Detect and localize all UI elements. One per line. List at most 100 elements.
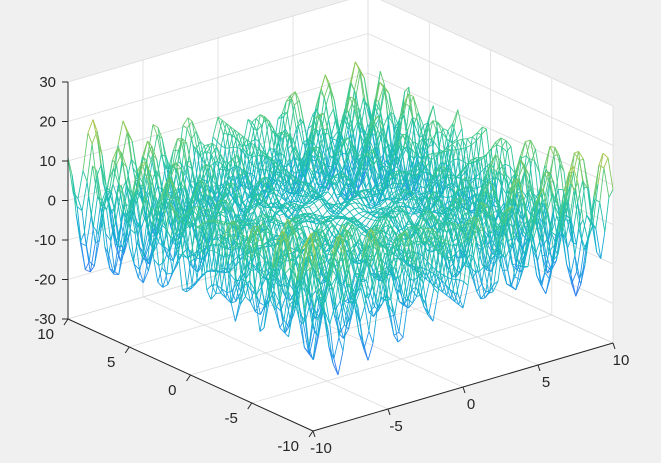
mesh-segment <box>363 97 369 108</box>
mesh-segment <box>268 176 274 179</box>
mesh-segment <box>254 145 260 150</box>
mesh-segment <box>401 172 407 175</box>
mesh-segment <box>510 146 516 174</box>
mesh-segment <box>287 147 294 163</box>
mesh-segment <box>362 163 368 175</box>
mesh-segment <box>466 144 472 148</box>
mesh-segment <box>422 155 428 161</box>
mesh-segment <box>416 155 423 159</box>
mesh-segment <box>377 187 382 191</box>
mesh-segment <box>445 163 452 172</box>
mesh-segment <box>377 133 383 139</box>
mesh-segment <box>350 110 356 133</box>
mesh-segment <box>472 161 478 189</box>
mesh-segment <box>377 183 383 188</box>
mesh-segment <box>277 167 284 176</box>
mesh-segment <box>229 146 234 149</box>
mesh-segment <box>465 159 472 167</box>
mesh-segment <box>228 175 233 180</box>
mesh-segment <box>311 128 317 142</box>
mesh-segment <box>412 141 418 156</box>
mesh-segment <box>321 169 327 173</box>
mesh-segment <box>379 71 385 85</box>
mesh-segment <box>307 165 313 173</box>
mesh-segment <box>405 173 411 192</box>
mesh-segment <box>358 155 365 169</box>
mesh-segment <box>352 149 358 159</box>
mesh-segment <box>362 151 369 165</box>
mesh-segment <box>333 100 339 129</box>
mesh-segment <box>342 161 349 181</box>
mesh-segment <box>480 154 487 158</box>
mesh-segment <box>525 139 531 143</box>
mesh-segment <box>249 145 256 162</box>
mesh-segment <box>476 126 483 134</box>
mesh-segment <box>282 167 289 178</box>
mesh-segment <box>318 113 325 118</box>
mesh-segment <box>407 93 413 118</box>
mesh-segment <box>422 127 429 139</box>
mesh-segment <box>313 157 319 174</box>
mesh-segment <box>355 94 362 127</box>
mesh-segment <box>396 151 403 163</box>
mesh-segment <box>365 198 371 209</box>
mesh-segment <box>316 160 323 185</box>
mesh-segment <box>265 169 271 172</box>
mesh-segment <box>253 165 259 170</box>
mesh-segment <box>505 140 512 147</box>
mesh-segment <box>267 131 273 157</box>
mesh-segment <box>160 154 166 169</box>
mesh-segment <box>368 203 375 208</box>
mesh-segment <box>199 141 206 165</box>
mesh-segment <box>317 147 323 158</box>
mesh-segment <box>318 116 324 131</box>
mesh-segment <box>452 140 458 145</box>
mesh-segment <box>126 132 133 142</box>
mesh-segment <box>471 161 477 163</box>
mesh-segment <box>339 193 346 201</box>
mesh-segment <box>371 163 377 186</box>
mesh-segment <box>417 112 423 136</box>
mesh-segment <box>354 61 360 69</box>
mesh-segment <box>387 125 393 160</box>
mesh-segment <box>165 156 171 169</box>
mesh-segment <box>395 188 401 192</box>
mesh-segment <box>490 164 497 173</box>
mesh-segment <box>407 169 413 183</box>
mesh-segment <box>341 176 347 185</box>
mesh-segment <box>534 160 540 174</box>
mesh-segment <box>504 176 510 190</box>
mesh-segment <box>467 136 473 140</box>
mesh-segment <box>206 181 212 190</box>
mesh-segment <box>403 135 409 147</box>
mesh-segment <box>292 147 298 158</box>
mesh-segment <box>224 161 231 179</box>
mesh-segment <box>417 159 423 174</box>
mesh-segment <box>220 145 226 149</box>
mesh-segment <box>299 154 306 172</box>
mesh-segment <box>378 85 385 102</box>
mesh-segment <box>406 173 412 176</box>
mesh-segment <box>386 178 392 185</box>
mesh-segment <box>216 141 222 147</box>
mesh-segment <box>406 145 413 150</box>
mesh-segment <box>422 194 429 202</box>
mesh-segment <box>302 139 308 144</box>
mesh-segment <box>420 186 426 209</box>
mesh-segment <box>233 176 239 181</box>
mesh-segment <box>440 152 446 176</box>
mesh-segment <box>322 191 329 197</box>
mesh-segment <box>296 156 302 160</box>
mesh-segment <box>382 165 388 168</box>
mesh-segment <box>276 182 282 189</box>
mesh-segment <box>388 92 394 124</box>
mesh-segment <box>421 159 427 167</box>
mesh-segment <box>219 161 226 170</box>
mesh-segment <box>349 96 356 111</box>
mesh-segment <box>250 118 257 142</box>
mesh-segment <box>334 183 341 195</box>
mesh-segment <box>447 123 454 132</box>
mesh-segment <box>350 183 356 192</box>
mesh-segment <box>499 171 505 178</box>
mesh-segment <box>434 199 440 202</box>
